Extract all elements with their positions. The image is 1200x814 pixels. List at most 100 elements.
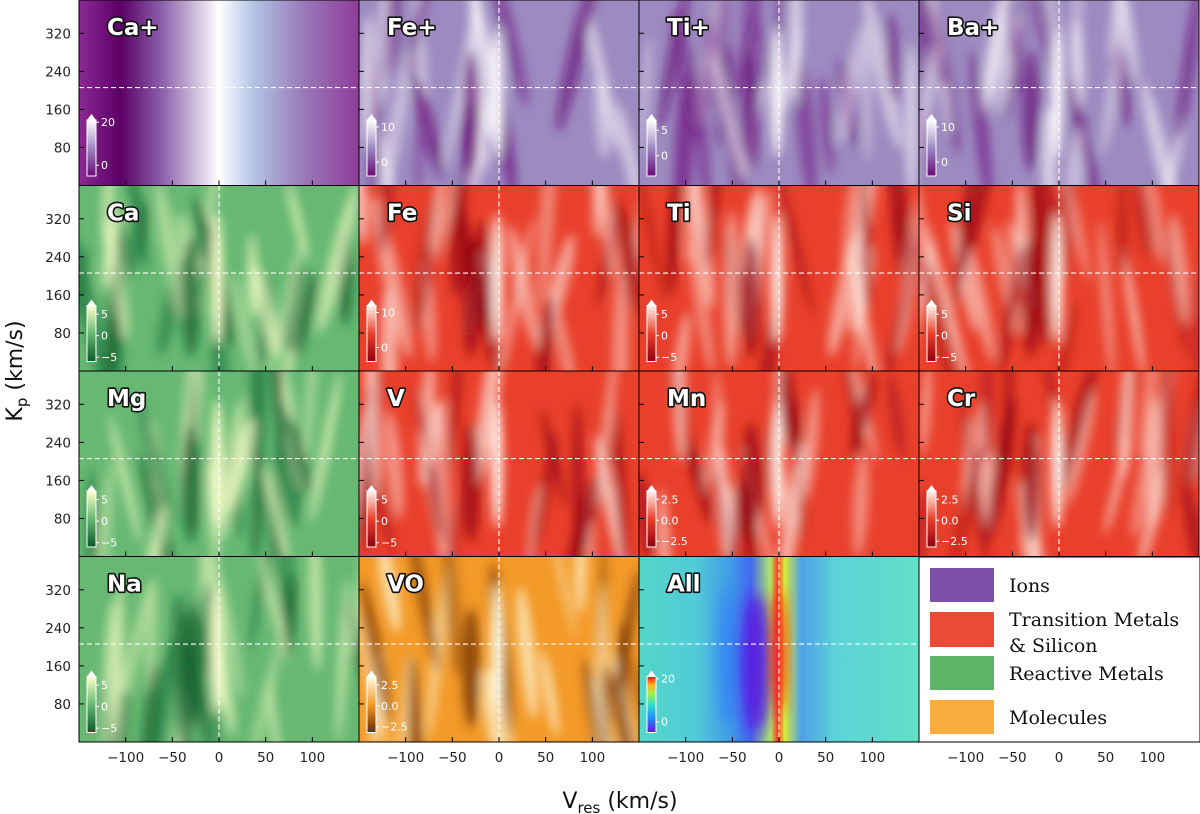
colorbar-tick-label: 0 bbox=[661, 330, 668, 343]
y-tick-label: 80 bbox=[54, 511, 71, 527]
y-tick-label: 80 bbox=[54, 140, 71, 156]
x-tick-label: −50 bbox=[998, 750, 1027, 766]
panel-si: 5 0 −5 Si bbox=[918, 185, 1200, 372]
x-axis-label: Vres (km/s) bbox=[562, 789, 677, 814]
colorbar-tick-label: 0 bbox=[661, 716, 668, 729]
y-axis-label: Kp (km/s) bbox=[3, 320, 31, 421]
colorbar-gradient bbox=[926, 490, 937, 548]
panel-title: Ti+ bbox=[667, 15, 710, 41]
x-tick-label: −100 bbox=[667, 750, 704, 766]
legend-label: Transition Metals bbox=[1009, 609, 1179, 631]
colorbar-tick-label: −5 bbox=[941, 351, 957, 364]
panel-fe-plus: 10 0 Fe+ bbox=[358, 0, 640, 186]
colorbar-extend-arrow bbox=[87, 485, 96, 491]
panel-ca-plus: 20 0 Ca+ bbox=[78, 0, 360, 186]
y-tick-label: 80 bbox=[54, 326, 71, 342]
colorbar-extend-arrow bbox=[927, 299, 936, 306]
colorbar: 5 0 −5 bbox=[646, 299, 677, 364]
colorbar: 5 0 −5 bbox=[926, 299, 957, 364]
x-tick-label: 100 bbox=[579, 750, 605, 766]
panel-v: 5 0 −5 V bbox=[358, 370, 640, 557]
panel-ca: 5 0 −5 Ca bbox=[78, 185, 360, 372]
colorbar-tick-label: 10 bbox=[941, 121, 955, 134]
colorbar-tick-label: −5 bbox=[381, 537, 397, 550]
colorbar: 2.5 0.0 −2.5 bbox=[366, 670, 408, 734]
colorbar-tick-label: −5 bbox=[101, 537, 117, 550]
colorbar-tick-label: 2.5 bbox=[661, 493, 679, 506]
colorbar: 5 0 −5 bbox=[366, 485, 397, 550]
colorbar-extend-arrow bbox=[87, 114, 96, 120]
colorbar-tick-label: 0 bbox=[101, 515, 108, 528]
legend-swatch bbox=[930, 656, 994, 690]
colorbar-tick-label: 0 bbox=[101, 330, 108, 343]
colorbar-tick-label: 20 bbox=[101, 116, 115, 129]
colorbar-extend-arrow bbox=[87, 299, 96, 306]
colorbar-gradient bbox=[86, 305, 97, 362]
colorbar-gradient bbox=[366, 119, 377, 177]
colorbar-gradient bbox=[366, 490, 377, 548]
y-tick-label: 240 bbox=[45, 621, 71, 637]
panel-ti-plus: 5 0 Ti+ bbox=[638, 0, 920, 186]
colorbar-tick-label: 5 bbox=[101, 308, 108, 321]
y-tick-label: 240 bbox=[45, 64, 71, 80]
x-tick-label: 50 bbox=[817, 750, 834, 766]
colorbar: 5 0 −5 bbox=[86, 485, 117, 550]
heatmap-texture bbox=[639, 371, 906, 557]
colorbar-gradient bbox=[86, 490, 97, 548]
x-tick-label: 0 bbox=[775, 750, 784, 766]
colorbar-extend-arrow bbox=[647, 485, 656, 491]
colorbar-tick-label: 5 bbox=[661, 124, 668, 137]
colorbar-tick-label: 2.5 bbox=[381, 679, 399, 692]
panel-title: V bbox=[387, 386, 405, 412]
blue-shadow bbox=[717, 586, 738, 727]
x-tick-label: 50 bbox=[537, 750, 554, 766]
panel-title: Fe+ bbox=[387, 15, 437, 41]
panel-title: Na bbox=[107, 572, 142, 598]
y-tick-label: 160 bbox=[45, 473, 71, 489]
colorbar: 20 0 bbox=[646, 670, 675, 733]
x-tick-label: −100 bbox=[387, 750, 424, 766]
legend-label: Reactive Metals bbox=[1009, 663, 1164, 685]
colorbar-gradient bbox=[926, 305, 937, 362]
colorbar-tick-label: −5 bbox=[101, 722, 117, 735]
colorbar-tick-label: 10 bbox=[381, 121, 395, 134]
colorbar-tick-label: 2.5 bbox=[941, 493, 959, 506]
heatmap-texture bbox=[639, 185, 919, 371]
colorbar-tick-label: −5 bbox=[101, 351, 117, 364]
panel-title: Ca bbox=[107, 201, 139, 227]
colorbar-gradient bbox=[366, 305, 377, 362]
colorbar-gradient bbox=[926, 119, 937, 177]
panel-cr: 2.5 0.0 −2.5 Cr bbox=[918, 370, 1200, 557]
colorbar-tick-label: 0 bbox=[661, 150, 668, 163]
y-tick-label: 80 bbox=[54, 697, 71, 713]
colorbar-extend-arrow bbox=[367, 299, 376, 306]
panel-title: Si bbox=[947, 201, 971, 227]
colorbar-tick-label: 0 bbox=[941, 330, 948, 343]
panel-title: VO bbox=[387, 572, 424, 598]
colorbar-gradient bbox=[646, 119, 657, 177]
x-tick-label: 0 bbox=[1055, 750, 1064, 766]
y-tick-label: 240 bbox=[45, 250, 71, 266]
heatmap-texture bbox=[919, 371, 1199, 557]
colorbar-tick-label: 0 bbox=[381, 156, 388, 169]
colorbar: 5 0 −5 bbox=[86, 299, 117, 364]
legend-entry: Ions bbox=[930, 568, 1050, 602]
legend-entry: Molecules bbox=[930, 700, 1107, 734]
panel-title: Ca+ bbox=[107, 15, 159, 41]
colorbar: 10 0 bbox=[926, 114, 955, 177]
colorbar-gradient bbox=[646, 490, 657, 548]
colorbar: 5 0 −5 bbox=[86, 670, 117, 735]
panel-title: Ti bbox=[667, 201, 691, 227]
colorbar-tick-label: 5 bbox=[101, 679, 108, 692]
colorbar-tick-label: −2.5 bbox=[381, 721, 408, 734]
colorbar-extend-arrow bbox=[367, 485, 376, 491]
colorbar-gradient bbox=[86, 676, 97, 733]
panel-title: Fe bbox=[387, 201, 417, 227]
y-tick-label: 320 bbox=[45, 397, 71, 413]
colorbar-tick-label: 0.0 bbox=[941, 514, 959, 527]
panel-fe: 10 0 Fe bbox=[358, 185, 640, 372]
colorbar-extend-arrow bbox=[927, 114, 936, 120]
legend-entry: Transition Metals & Silicon bbox=[930, 609, 1179, 657]
x-tick-label: 100 bbox=[1139, 750, 1165, 766]
